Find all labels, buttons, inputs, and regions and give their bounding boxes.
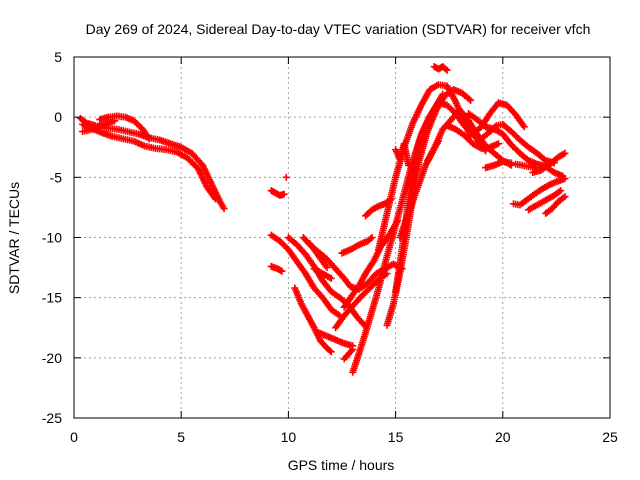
series-arc-34 [529, 149, 569, 177]
x-tick-label: 25 [602, 429, 618, 445]
data-point [520, 123, 528, 131]
data-point [220, 205, 228, 213]
data-points [76, 63, 569, 376]
y-tick-label: 5 [54, 49, 62, 65]
series-arc-12 [340, 345, 357, 363]
data-point [323, 264, 331, 272]
series-arc-3 [96, 112, 153, 143]
series-arc-37 [542, 193, 569, 217]
x-tick-label: 15 [388, 429, 404, 445]
data-point [561, 149, 569, 157]
grid [74, 57, 610, 418]
data-point [327, 274, 335, 282]
y-tick-label: -20 [42, 350, 62, 366]
data-point [434, 137, 442, 145]
x-tick-label: 0 [70, 429, 78, 445]
y-axis-title: SDTVAR / TECUs [6, 182, 22, 294]
y-tick-label: -25 [42, 410, 62, 426]
series-arc-31 [469, 99, 528, 138]
y-tick-label: -15 [42, 290, 62, 306]
data-point [282, 173, 290, 181]
series-arc-27 [430, 63, 451, 74]
series-arc-32 [482, 158, 515, 172]
data-point [326, 347, 334, 355]
x-axis-title: GPS time / hours [288, 457, 395, 473]
series-arc-30 [477, 120, 558, 167]
x-tick-label: 10 [281, 429, 297, 445]
series-arc-4 [79, 117, 119, 136]
data-point [145, 135, 153, 143]
data-point [561, 175, 569, 183]
data-point [278, 267, 286, 275]
data-point [465, 95, 473, 103]
series-arc-14 [310, 265, 335, 282]
series-arc-15 [306, 240, 331, 272]
series-arc-11 [314, 329, 357, 350]
y-tick-label: 0 [54, 109, 62, 125]
data-point [383, 270, 391, 278]
series-arc-10 [291, 284, 335, 356]
series-arc-8 [267, 231, 344, 320]
data-point [349, 345, 357, 353]
data-point [557, 187, 565, 195]
x-tick-label: 5 [177, 429, 185, 445]
data-point [368, 234, 376, 241]
data-point [442, 65, 450, 73]
series-arc-25 [392, 140, 412, 169]
series-arc-26 [424, 137, 442, 164]
data-point [280, 190, 288, 198]
data-point [404, 161, 412, 169]
x-tick-label: 20 [495, 429, 511, 445]
data-point [327, 348, 335, 356]
chart-title: Day 269 of 2024, Sidereal Day-to-day VTE… [86, 21, 591, 37]
series-arc-5 [267, 187, 288, 199]
series-arc-35 [510, 175, 569, 209]
data-point [507, 159, 515, 167]
series-arc-7 [267, 262, 286, 275]
data-point [467, 96, 475, 104]
series-arc-17 [340, 217, 402, 311]
data-point [212, 195, 220, 203]
data-point [561, 193, 569, 201]
series-arc-28 [443, 122, 503, 152]
series-arc-19 [349, 90, 447, 376]
series-arc-16 [338, 234, 376, 257]
series-arc-36 [525, 187, 565, 214]
data-point [443, 66, 451, 74]
axis-ticks: 0 5 10 15 20 25 -25 -20 -15 -10 -5 0 5 [42, 49, 618, 445]
y-tick-label: -10 [42, 230, 62, 246]
data-point [277, 266, 285, 274]
data-point [495, 140, 503, 148]
y-tick-label: -5 [50, 169, 63, 185]
data-point [367, 235, 375, 243]
data-point [111, 117, 119, 125]
series-arc-6 [282, 173, 290, 181]
